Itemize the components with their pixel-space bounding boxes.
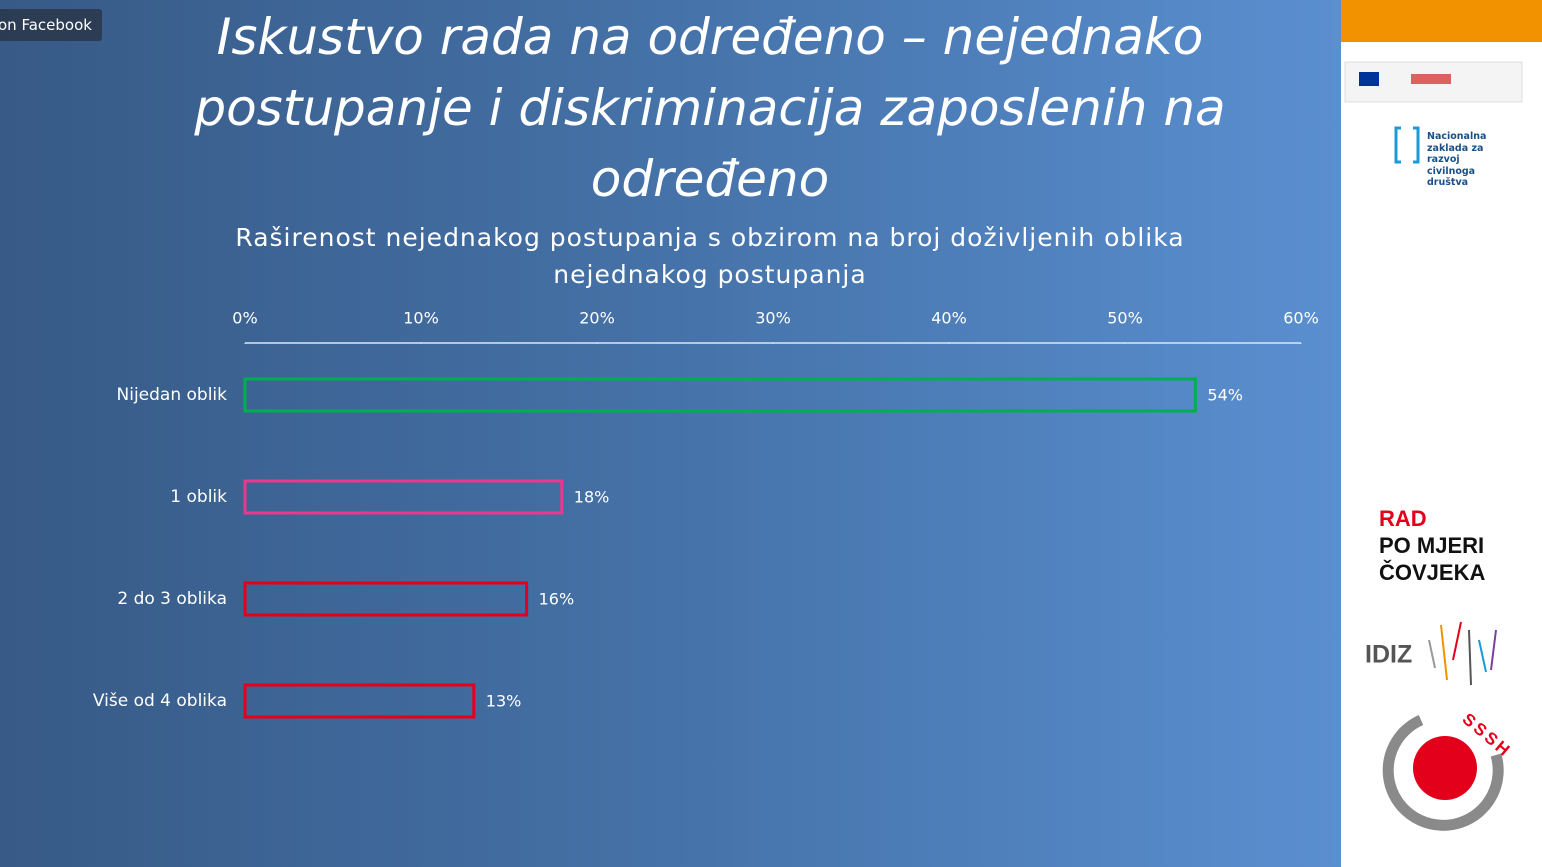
chart: 0% 10% 20% 30% 40% 50% 60% Nijedan oblik 54% 1 ob… [93,309,1319,719]
logos: Nacionalna zaklada za razvoj civilnoga d… [1344,61,1523,831]
idiz-lines [1428,621,1497,686]
category-label: Nijedan oblik [117,385,228,405]
x-tick-label: 60% [1283,309,1319,328]
x-tick-label: 20% [579,309,615,328]
bar [243,377,1197,413]
sidebar: Nacionalna zaklada za razvoj civilnoga d… [1341,0,1542,867]
x-tick-label: 40% [931,309,967,328]
bar [243,683,476,719]
eu-flag [1359,72,1379,86]
category-label: 1 oblik [170,487,227,507]
sssh-ring [1382,714,1504,831]
orange-bar [1341,0,1542,42]
chart-title: Iskustvo rada na određeno – nejednako po… [194,8,1226,208]
nzrcd-text: Nacionalna zaklada za razvoj civilnoga d… [1427,131,1487,188]
category-label: 2 do 3 oblika [117,589,227,609]
nzrcd-box: Nacionalna zaklada za razvoj civilnoga d… [1427,131,1487,188]
x-tick-label: 50% [1107,309,1143,328]
x-tick-label: 10% [403,309,439,328]
value-label: 54% [1207,386,1243,405]
rad-line: RAD [1379,506,1427,531]
value-label: 13% [486,692,522,711]
eu-funds-logo [1411,74,1451,84]
x-tick-label: 0% [232,309,257,328]
value-label: 18% [574,488,610,507]
slide: on Facebook Iskustvo rada na određeno – … [0,0,1341,867]
x-tick-label: 30% [755,309,791,328]
chart-subtitle: Raširenost nejednakog postupanja s obzir… [235,223,1185,289]
sssh-emblem [1413,736,1477,800]
value-label: 16% [539,590,575,609]
rad-line: ČOVJEKA [1379,560,1485,585]
idiz-logo: IDIZ [1365,641,1412,669]
nzrcd-brackets [1394,126,1420,164]
category-label: Više od 4 oblika [93,691,227,711]
bar [243,479,564,515]
rad-line: PO MJERI [1379,533,1484,558]
stream-label[interactable]: on Facebook [0,9,102,41]
bar [243,581,529,617]
